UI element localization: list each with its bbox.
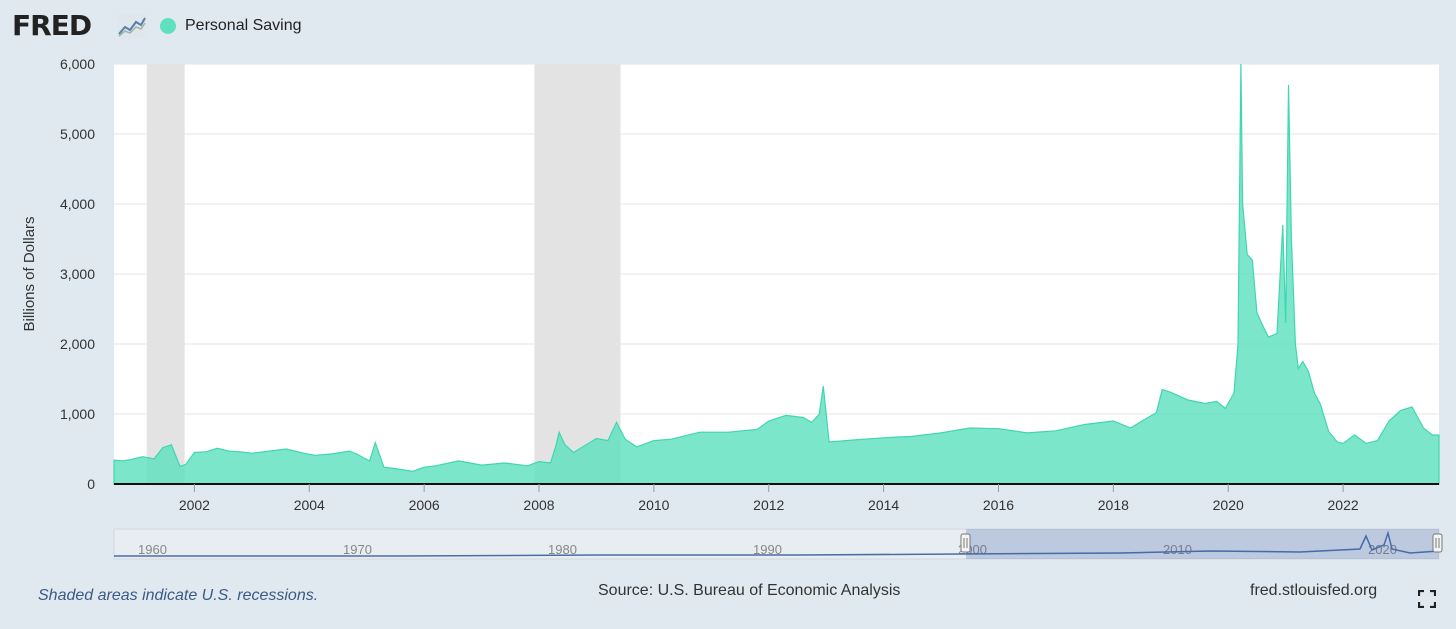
source-note: Source: U.S. Bureau of Economic Analysis	[598, 582, 901, 599]
legend-label: Personal Saving	[185, 17, 302, 34]
recession-note: Shaded areas indicate U.S. recessions.	[38, 587, 319, 604]
navigator-left-handle[interactable]	[960, 533, 971, 553]
range-navigator[interactable]: 1960 1970 1980 1990 2000 2010 2020	[113, 528, 1443, 560]
x-tick-label: 2010	[638, 497, 669, 513]
x-tick-labels: 2002 2004 2006 2008 2010 2012 2014 2016 2018 2020…	[179, 484, 1359, 513]
navigator-selection[interactable]	[966, 529, 1439, 559]
x-tick-label: 2002	[179, 497, 210, 513]
x-tick-label: 2012	[753, 497, 784, 513]
y-tick-label: 5,000	[60, 126, 95, 142]
navigator-series-line	[114, 530, 1440, 557]
fred-logo-graph-icon	[117, 14, 147, 38]
y-tick-label: 6,000	[60, 56, 95, 72]
navigator-year-2010: 2010	[1163, 542, 1192, 557]
x-tick-label: 2004	[294, 497, 325, 513]
x-tick-label: 2016	[983, 497, 1014, 513]
navigator-year-1960: 1960	[138, 542, 167, 557]
navigator-year-1970: 1970	[343, 542, 372, 557]
fullscreen-icon[interactable]	[1418, 590, 1436, 608]
x-tick-label: 2020	[1213, 497, 1244, 513]
x-tick-label: 2006	[409, 497, 440, 513]
series-area	[113, 63, 1440, 485]
navigator-right-handle[interactable]	[1432, 533, 1443, 553]
x-tick-label: 2014	[868, 497, 899, 513]
navigator-year-1990: 1990	[753, 542, 782, 557]
y-tick-labels: 0 1,000 2,000 3,000 4,000 5,000 6,000	[60, 56, 95, 492]
x-tick-label: 2018	[1098, 497, 1129, 513]
y-tick-label: 0	[87, 476, 95, 492]
y-tick-label: 4,000	[60, 196, 95, 212]
navigator-year-2020: 2020	[1368, 542, 1397, 557]
legend-swatch	[160, 18, 176, 34]
y-tick-label: 1,000	[60, 406, 95, 422]
fred-logo[interactable]: FRED	[12, 9, 92, 42]
y-axis-title: Billions of Dollars	[21, 216, 38, 331]
legend: Personal Saving	[160, 17, 302, 35]
y-tick-label: 2,000	[60, 336, 95, 352]
site-link[interactable]: fred.stlouisfed.org	[1250, 582, 1378, 599]
y-tick-label: 3,000	[60, 266, 95, 282]
x-tick-label: 2022	[1328, 497, 1359, 513]
navigator-year-1980: 1980	[548, 542, 577, 557]
x-tick-label: 2008	[523, 497, 554, 513]
